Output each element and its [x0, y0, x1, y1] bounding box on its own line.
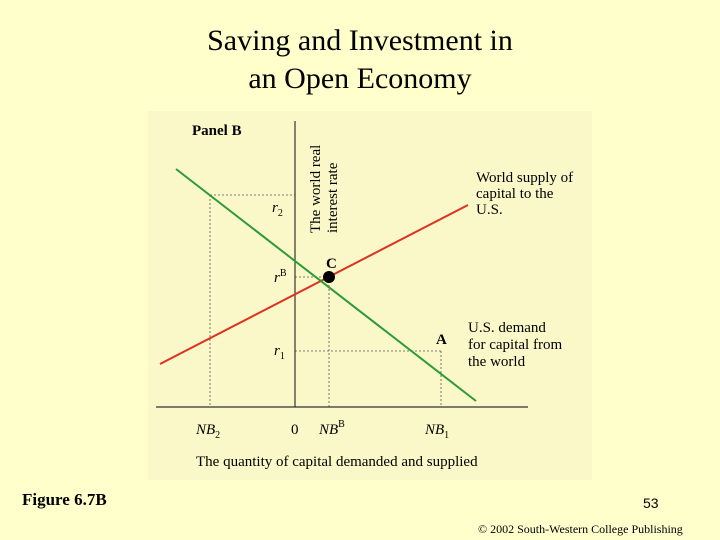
supply-label: World supply of capital to the U.S. [476, 170, 577, 218]
figure-label: Figure 6.7B [22, 490, 107, 509]
figure-panel: Panel B The world real interest rate r2 … [148, 111, 592, 480]
x-tick-nb2: NB2 [195, 422, 220, 441]
x-tick-nbb: NBB [318, 419, 345, 438]
copyright-notice: © 2002 South-Western College Publishing [478, 522, 683, 536]
demand-label: U.S. demand for capital from the world [468, 320, 566, 370]
supply-line [159, 204, 469, 365]
title-line-2: an Open Economy [248, 62, 472, 95]
y-tick-r2: r2 [272, 200, 283, 219]
y-tick-r1: r1 [274, 343, 285, 362]
x-axis-label: The quantity of capital demanded and sup… [196, 454, 478, 470]
x-tick-nb1: NB1 [424, 422, 449, 441]
title-line-1: Saving and Investment in [207, 24, 513, 57]
y-axis-label-line-2: interest rate [325, 162, 341, 233]
y-tick-rb: rB [274, 268, 287, 286]
page-number: 53 [643, 495, 659, 511]
y-axis-label: The world real interest rate [308, 145, 341, 233]
y-axis-label-line-1: The world real [308, 145, 324, 233]
point-label-c: C [326, 256, 337, 272]
demand-line [175, 168, 477, 402]
x-tick-zero: 0 [291, 422, 299, 438]
panel-label: Panel B [192, 123, 242, 139]
slide-title: Saving and Investment in an Open Economy [0, 22, 720, 98]
point-label-a: A [436, 332, 447, 348]
equilibrium-point-c [323, 271, 335, 283]
supply-demand-diagram: Panel B The world real interest rate r2 … [156, 121, 577, 470]
